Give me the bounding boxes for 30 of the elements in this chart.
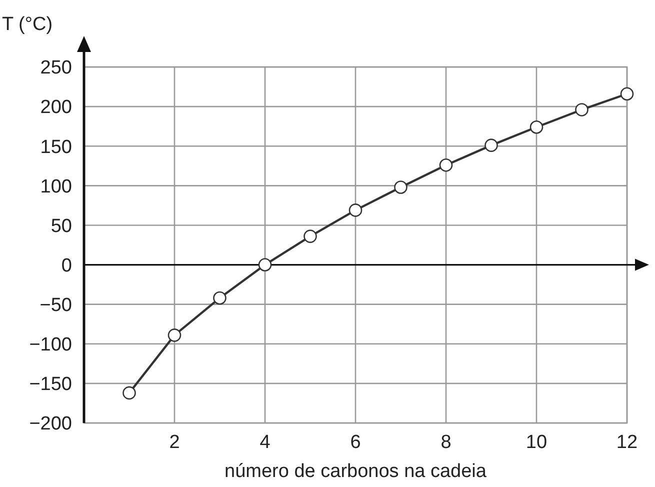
x-tick-label: 8: [440, 432, 452, 453]
x-tick-label: 12: [616, 432, 638, 453]
x-tick-label: 6: [350, 432, 361, 453]
point: [394, 180, 408, 194]
y-tick-label: −200: [29, 414, 72, 435]
y-tick-label: 100: [40, 176, 72, 198]
y-tick-label: −50: [40, 294, 72, 316]
y-tick-label: 250: [40, 58, 72, 79]
x-tick-label: 4: [260, 432, 271, 453]
point: [168, 328, 182, 342]
x-tick-label: 10: [526, 432, 548, 453]
y-axis-title: T (°C): [2, 14, 53, 35]
point: [348, 204, 362, 217]
point: [258, 258, 272, 272]
point: [304, 230, 317, 243]
y-tick-label: −100: [29, 334, 72, 356]
x-tick-label: 2: [169, 432, 180, 453]
y-tick-label: 0: [61, 255, 72, 276]
y-tick-label: 50: [50, 216, 72, 237]
point: [213, 291, 226, 305]
x-axis-title: número de carbonos na cadeia: [224, 461, 487, 482]
point: [530, 120, 544, 134]
y-tick-label: 150: [40, 136, 72, 158]
y-tick-label: −150: [29, 374, 72, 396]
point: [575, 103, 588, 116]
point: [122, 386, 136, 400]
point: [620, 87, 634, 101]
point: [439, 158, 453, 172]
y-tick-label: 200: [40, 97, 72, 118]
point: [484, 138, 498, 152]
